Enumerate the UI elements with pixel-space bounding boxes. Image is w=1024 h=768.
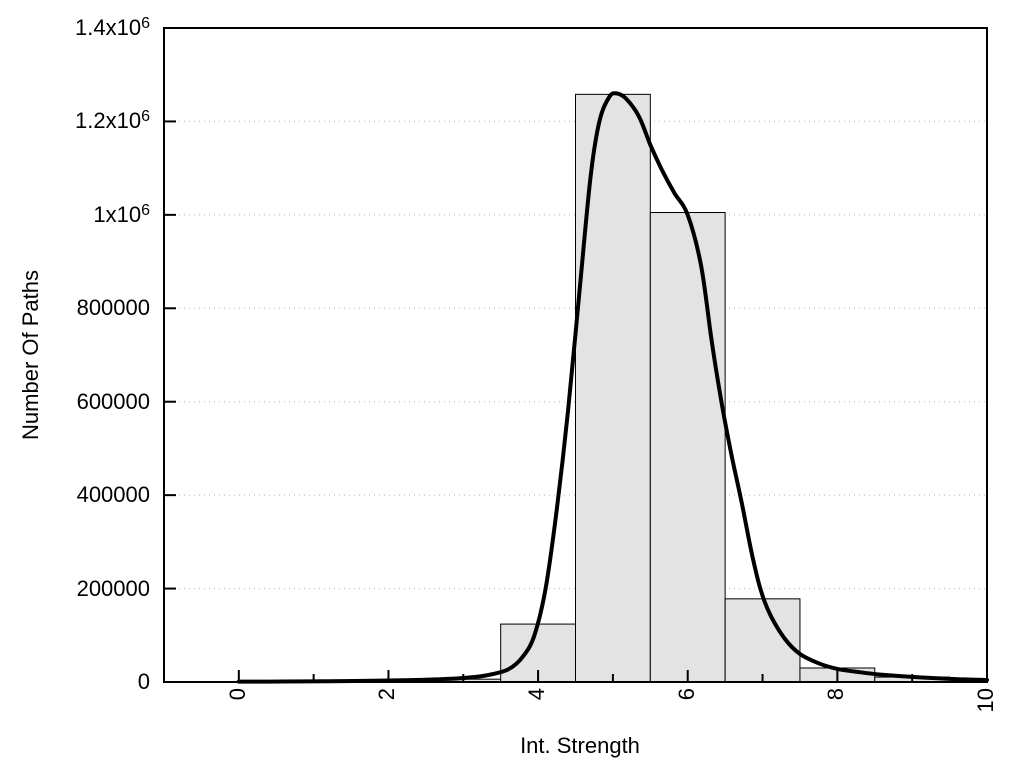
histogram-bar <box>575 93 651 683</box>
x-tick-label: 4 <box>524 688 550 701</box>
y-tick-label: 200000 <box>77 576 150 602</box>
y-tick-base: 0 <box>137 669 150 694</box>
y-tick-base: 600000 <box>76 388 150 414</box>
histogram-bar <box>649 212 726 683</box>
histogram-bar <box>724 598 801 683</box>
x-tick-label: 6 <box>673 688 699 701</box>
y-tick-base: 800000 <box>76 295 150 321</box>
y-tick-label: 600000 <box>77 389 150 415</box>
x-tick-label: 8 <box>823 688 849 701</box>
fit-curve <box>236 91 989 684</box>
y-tick-label: 800000 <box>77 295 150 321</box>
y-tick-label: 1.4x106 <box>75 15 150 44</box>
y-tick-base: 400000 <box>76 482 150 508</box>
y-axis-title: Number Of Paths <box>18 270 43 440</box>
y-tick-label: 1x106 <box>93 202 150 231</box>
x-tick-label: 0 <box>224 688 250 701</box>
y-tick-exponent: 6 <box>141 108 150 126</box>
y-tick-label: 0 <box>138 669 150 695</box>
y-tick-exponent: 6 <box>141 15 150 32</box>
y-tick-label: 400000 <box>77 482 150 508</box>
x-tick-label: 2 <box>374 688 400 701</box>
y-tick-exponent: 6 <box>141 201 150 219</box>
x-tick-label: 10 <box>973 688 998 713</box>
y-tick-base: 1x10 <box>93 201 142 227</box>
y-tick-base: 1.2x10 <box>75 108 142 134</box>
y-tick-base: 200000 <box>76 575 150 601</box>
x-axis-title: Int. Strength <box>520 733 640 758</box>
plot-border <box>163 27 988 683</box>
y-tick-label: 1.2x106 <box>75 108 150 137</box>
y-tick-base: 1.4x10 <box>75 15 142 40</box>
